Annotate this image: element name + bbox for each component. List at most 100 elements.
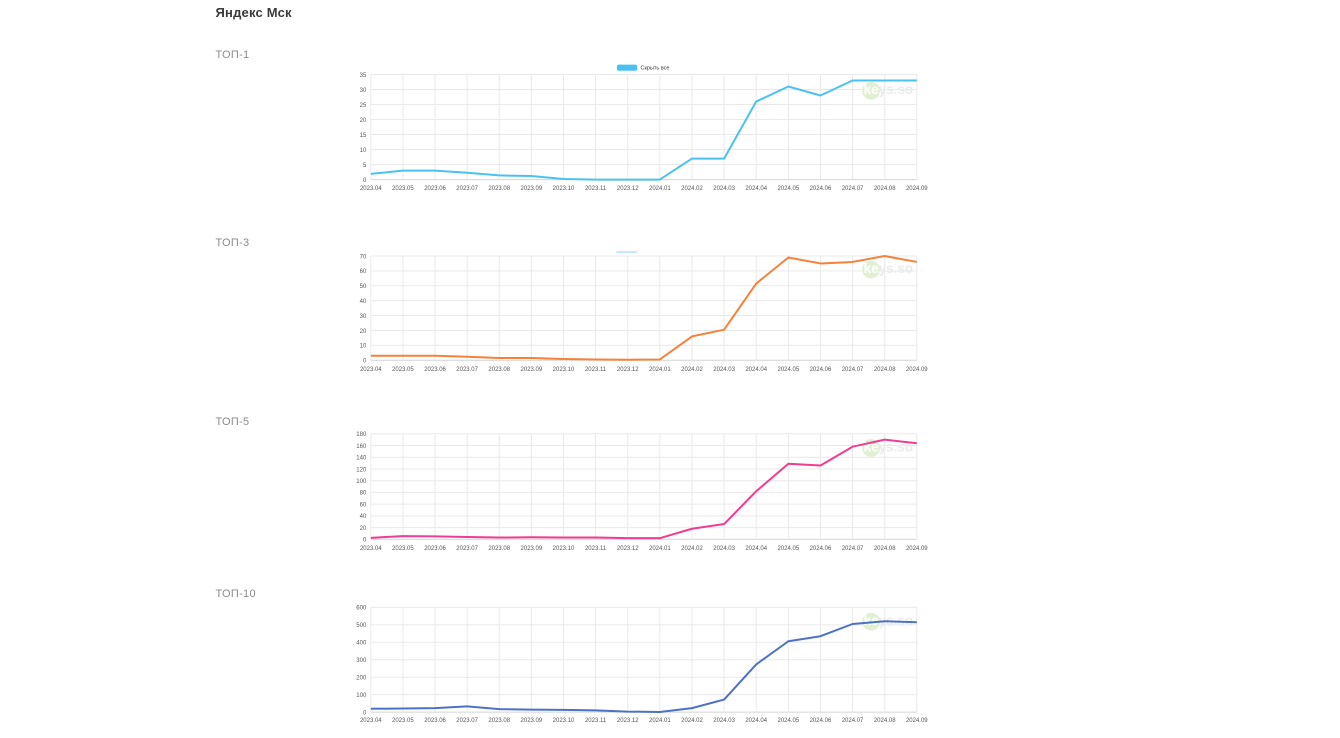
svg-text:2024.01: 2024.01 — [649, 546, 671, 552]
svg-text:2024.06: 2024.06 — [810, 718, 832, 724]
svg-text:15: 15 — [360, 133, 367, 139]
svg-text:2023.10: 2023.10 — [553, 718, 575, 724]
svg-text:2024.03: 2024.03 — [713, 546, 735, 552]
svg-text:2023.10: 2023.10 — [553, 367, 575, 373]
svg-text:40: 40 — [360, 299, 367, 305]
svg-text:2024.05: 2024.05 — [777, 186, 799, 192]
svg-text:2023.08: 2023.08 — [488, 546, 510, 552]
svg-text:2023.05: 2023.05 — [392, 546, 414, 552]
svg-text:2024.02: 2024.02 — [681, 367, 703, 373]
svg-text:500: 500 — [356, 623, 367, 629]
svg-text:2024.02: 2024.02 — [681, 186, 703, 192]
svg-text:2024.04: 2024.04 — [745, 367, 767, 373]
svg-text:2023.07: 2023.07 — [456, 718, 478, 724]
svg-text:70: 70 — [360, 254, 367, 260]
svg-text:100: 100 — [356, 479, 367, 485]
svg-text:2024.03: 2024.03 — [713, 186, 735, 192]
svg-text:200: 200 — [356, 676, 367, 682]
svg-text:2024.02: 2024.02 — [681, 718, 703, 724]
svg-text:0: 0 — [363, 359, 367, 365]
svg-text:2023.10: 2023.10 — [553, 546, 575, 552]
svg-text:2024.03: 2024.03 — [713, 718, 735, 724]
svg-text:2023.07: 2023.07 — [456, 186, 478, 192]
svg-text:30: 30 — [360, 314, 367, 320]
svg-text:2023.05: 2023.05 — [392, 718, 414, 724]
svg-text:2023.12: 2023.12 — [617, 546, 639, 552]
svg-text:2023.08: 2023.08 — [488, 186, 510, 192]
svg-text:50: 50 — [360, 284, 367, 290]
svg-text:ys.so: ys.so — [879, 261, 914, 276]
svg-text:2023.09: 2023.09 — [521, 367, 543, 373]
svg-text:100: 100 — [356, 693, 367, 699]
svg-text:ys.so: ys.so — [879, 439, 914, 454]
svg-text:ke: ke — [864, 82, 880, 97]
svg-text:2023.11: 2023.11 — [585, 546, 607, 552]
svg-text:2024.01: 2024.01 — [649, 186, 671, 192]
svg-text:2024.07: 2024.07 — [842, 186, 864, 192]
svg-text:35: 35 — [360, 73, 367, 79]
svg-text:2023.10: 2023.10 — [553, 186, 575, 192]
svg-text:30: 30 — [360, 88, 367, 94]
svg-text:2024.05: 2024.05 — [777, 718, 799, 724]
svg-text:2023.12: 2023.12 — [617, 367, 639, 373]
svg-text:2024.08: 2024.08 — [874, 367, 896, 373]
svg-text:2024.07: 2024.07 — [842, 367, 864, 373]
svg-text:60: 60 — [360, 269, 367, 275]
svg-text:60: 60 — [360, 502, 367, 508]
svg-text:600: 600 — [356, 606, 367, 612]
svg-text:2024.04: 2024.04 — [745, 186, 767, 192]
svg-text:2024.09: 2024.09 — [906, 367, 928, 373]
svg-text:2023.11: 2023.11 — [585, 367, 607, 373]
svg-text:ke: ke — [864, 613, 880, 628]
svg-text:2023.06: 2023.06 — [424, 546, 446, 552]
svg-text:Скрыть все: Скрыть все — [641, 66, 670, 72]
svg-text:ke: ke — [864, 261, 880, 276]
svg-text:40: 40 — [360, 514, 367, 520]
svg-text:2023.09: 2023.09 — [521, 546, 543, 552]
svg-text:400: 400 — [356, 641, 367, 647]
svg-text:2024.03: 2024.03 — [713, 367, 735, 373]
svg-text:2024.05: 2024.05 — [777, 367, 799, 373]
svg-text:2024.05: 2024.05 — [777, 546, 799, 552]
svg-text:0: 0 — [363, 178, 367, 184]
svg-text:2023.04: 2023.04 — [360, 186, 382, 192]
svg-text:80: 80 — [360, 491, 367, 497]
svg-text:2023.12: 2023.12 — [617, 718, 639, 724]
svg-text:2024.01: 2024.01 — [649, 718, 671, 724]
svg-text:10: 10 — [360, 344, 367, 350]
svg-text:2023.05: 2023.05 — [392, 367, 414, 373]
svg-text:2024.09: 2024.09 — [906, 186, 928, 192]
svg-text:2024.02: 2024.02 — [681, 546, 703, 552]
svg-text:2023.04: 2023.04 — [360, 546, 382, 552]
svg-text:2024.08: 2024.08 — [874, 186, 896, 192]
svg-text:0: 0 — [363, 538, 367, 544]
svg-text:20: 20 — [360, 526, 367, 532]
svg-text:0: 0 — [363, 710, 367, 716]
svg-text:2023.04: 2023.04 — [360, 718, 382, 724]
svg-text:2023.06: 2023.06 — [424, 367, 446, 373]
svg-text:2024.07: 2024.07 — [842, 718, 864, 724]
svg-text:2023.07: 2023.07 — [456, 367, 478, 373]
svg-text:2024.08: 2024.08 — [874, 718, 896, 724]
svg-text:160: 160 — [356, 444, 367, 450]
svg-text:2024.08: 2024.08 — [874, 546, 896, 552]
svg-text:5: 5 — [363, 163, 367, 169]
svg-text:2023.09: 2023.09 — [521, 718, 543, 724]
svg-text:2023.08: 2023.08 — [488, 367, 510, 373]
svg-text:2024.07: 2024.07 — [842, 546, 864, 552]
svg-text:2024.04: 2024.04 — [745, 546, 767, 552]
svg-text:25: 25 — [360, 103, 367, 109]
svg-text:ys.so: ys.so — [879, 82, 914, 97]
svg-text:10: 10 — [360, 148, 367, 154]
svg-text:2023.06: 2023.06 — [424, 718, 446, 724]
svg-text:2023.12: 2023.12 — [617, 186, 639, 192]
svg-text:300: 300 — [356, 658, 367, 664]
svg-text:2023.09: 2023.09 — [521, 186, 543, 192]
svg-text:20: 20 — [360, 118, 367, 124]
svg-text:2024.06: 2024.06 — [810, 367, 832, 373]
svg-text:120: 120 — [356, 467, 367, 473]
svg-text:20: 20 — [360, 329, 367, 335]
svg-text:2023.11: 2023.11 — [585, 186, 607, 192]
svg-text:2023.08: 2023.08 — [488, 718, 510, 724]
svg-text:2023.04: 2023.04 — [360, 367, 382, 373]
